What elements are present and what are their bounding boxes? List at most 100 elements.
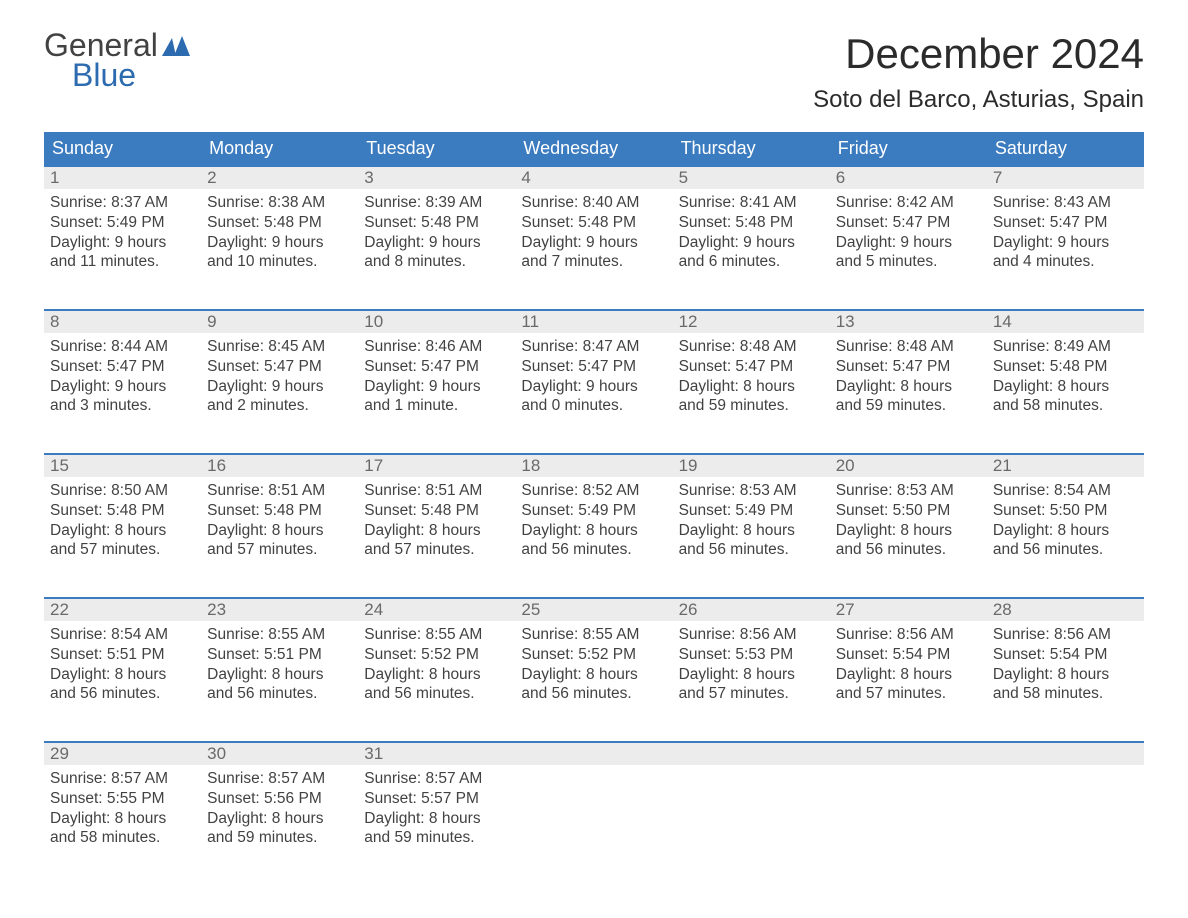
day-number: 25: [515, 599, 672, 621]
daylight-line-1: Daylight: 8 hours: [364, 809, 509, 829]
daylight-line-1: Daylight: 9 hours: [521, 233, 666, 253]
daylight-line-1: Daylight: 9 hours: [364, 377, 509, 397]
day-number: 22: [44, 599, 201, 621]
daylight-line-2: and 2 minutes.: [207, 396, 352, 416]
day-of-week-header: SundayMondayTuesdayWednesdayThursdayFrid…: [44, 132, 1144, 165]
week-row: 29Sunrise: 8:57 AMSunset: 5:55 PMDayligh…: [44, 741, 1144, 871]
day-cell: 27Sunrise: 8:56 AMSunset: 5:54 PMDayligh…: [830, 599, 987, 727]
day-cell: 2Sunrise: 8:38 AMSunset: 5:48 PMDaylight…: [201, 167, 358, 295]
daylight-line-2: and 4 minutes.: [993, 252, 1138, 272]
day-number: .: [673, 743, 830, 765]
location-subtitle: Soto del Barco, Asturias, Spain: [813, 86, 1144, 114]
day-details: Sunrise: 8:44 AMSunset: 5:47 PMDaylight:…: [44, 333, 201, 422]
day-cell: 14Sunrise: 8:49 AMSunset: 5:48 PMDayligh…: [987, 311, 1144, 439]
daylight-line-2: and 1 minute.: [364, 396, 509, 416]
daylight-line-1: Daylight: 8 hours: [836, 665, 981, 685]
sunrise-line: Sunrise: 8:49 AM: [993, 337, 1138, 357]
dow-monday: Monday: [201, 132, 358, 165]
daylight-line-1: Daylight: 9 hours: [50, 233, 195, 253]
sunset-line: Sunset: 5:49 PM: [521, 501, 666, 521]
daylight-line-2: and 57 minutes.: [836, 684, 981, 704]
sunset-line: Sunset: 5:52 PM: [364, 645, 509, 665]
calendar: SundayMondayTuesdayWednesdayThursdayFrid…: [44, 132, 1144, 871]
daylight-line-2: and 57 minutes.: [50, 540, 195, 560]
daylight-line-2: and 56 minutes.: [50, 684, 195, 704]
day-details: Sunrise: 8:48 AMSunset: 5:47 PMDaylight:…: [673, 333, 830, 422]
brand-mark-icon: [162, 30, 190, 50]
day-empty: .: [830, 743, 987, 871]
day-details: Sunrise: 8:56 AMSunset: 5:54 PMDaylight:…: [830, 621, 987, 710]
sunrise-line: Sunrise: 8:54 AM: [993, 481, 1138, 501]
sunrise-line: Sunrise: 8:55 AM: [364, 625, 509, 645]
daylight-line-1: Daylight: 8 hours: [521, 665, 666, 685]
sunrise-line: Sunrise: 8:55 AM: [521, 625, 666, 645]
daylight-line-2: and 56 minutes.: [993, 540, 1138, 560]
sunrise-line: Sunrise: 8:56 AM: [679, 625, 824, 645]
daylight-line-1: Daylight: 8 hours: [50, 809, 195, 829]
sunset-line: Sunset: 5:51 PM: [207, 645, 352, 665]
daylight-line-2: and 57 minutes.: [364, 540, 509, 560]
day-cell: 22Sunrise: 8:54 AMSunset: 5:51 PMDayligh…: [44, 599, 201, 727]
daylight-line-2: and 56 minutes.: [364, 684, 509, 704]
sunrise-line: Sunrise: 8:55 AM: [207, 625, 352, 645]
daylight-line-2: and 0 minutes.: [521, 396, 666, 416]
daylight-line-2: and 11 minutes.: [50, 252, 195, 272]
sunrise-line: Sunrise: 8:56 AM: [836, 625, 981, 645]
day-details: Sunrise: 8:48 AMSunset: 5:47 PMDaylight:…: [830, 333, 987, 422]
day-cell: 28Sunrise: 8:56 AMSunset: 5:54 PMDayligh…: [987, 599, 1144, 727]
sunrise-line: Sunrise: 8:47 AM: [521, 337, 666, 357]
dow-wednesday: Wednesday: [515, 132, 672, 165]
sunrise-line: Sunrise: 8:53 AM: [679, 481, 824, 501]
daylight-line-1: Daylight: 8 hours: [836, 521, 981, 541]
dow-tuesday: Tuesday: [358, 132, 515, 165]
daylight-line-1: Daylight: 8 hours: [679, 665, 824, 685]
day-details: Sunrise: 8:57 AMSunset: 5:55 PMDaylight:…: [44, 765, 201, 854]
sunrise-line: Sunrise: 8:45 AM: [207, 337, 352, 357]
brand-word-1: General: [44, 30, 158, 60]
sunset-line: Sunset: 5:52 PM: [521, 645, 666, 665]
sunset-line: Sunset: 5:51 PM: [50, 645, 195, 665]
sunrise-line: Sunrise: 8:50 AM: [50, 481, 195, 501]
day-details: Sunrise: 8:56 AMSunset: 5:54 PMDaylight:…: [987, 621, 1144, 710]
daylight-line-1: Daylight: 8 hours: [50, 665, 195, 685]
daylight-line-2: and 58 minutes.: [50, 828, 195, 848]
day-details: Sunrise: 8:49 AMSunset: 5:48 PMDaylight:…: [987, 333, 1144, 422]
day-number: 16: [201, 455, 358, 477]
sunrise-line: Sunrise: 8:57 AM: [364, 769, 509, 789]
sunrise-line: Sunrise: 8:40 AM: [521, 193, 666, 213]
day-number: 31: [358, 743, 515, 765]
daylight-line-2: and 56 minutes.: [207, 684, 352, 704]
day-details: Sunrise: 8:55 AMSunset: 5:51 PMDaylight:…: [201, 621, 358, 710]
sunrise-line: Sunrise: 8:42 AM: [836, 193, 981, 213]
day-number: 18: [515, 455, 672, 477]
day-details: Sunrise: 8:43 AMSunset: 5:47 PMDaylight:…: [987, 189, 1144, 278]
sunset-line: Sunset: 5:47 PM: [679, 357, 824, 377]
sunset-line: Sunset: 5:47 PM: [521, 357, 666, 377]
day-details: Sunrise: 8:56 AMSunset: 5:53 PMDaylight:…: [673, 621, 830, 710]
daylight-line-2: and 59 minutes.: [207, 828, 352, 848]
sunset-line: Sunset: 5:47 PM: [993, 213, 1138, 233]
day-details: Sunrise: 8:53 AMSunset: 5:49 PMDaylight:…: [673, 477, 830, 566]
sunset-line: Sunset: 5:57 PM: [364, 789, 509, 809]
day-cell: 30Sunrise: 8:57 AMSunset: 5:56 PMDayligh…: [201, 743, 358, 871]
day-cell: 15Sunrise: 8:50 AMSunset: 5:48 PMDayligh…: [44, 455, 201, 583]
dow-friday: Friday: [830, 132, 987, 165]
day-number: 27: [830, 599, 987, 621]
daylight-line-1: Daylight: 9 hours: [207, 377, 352, 397]
brand-logo: General Blue: [44, 30, 190, 91]
sunrise-line: Sunrise: 8:56 AM: [993, 625, 1138, 645]
day-number: 5: [673, 167, 830, 189]
sunset-line: Sunset: 5:47 PM: [207, 357, 352, 377]
day-details: Sunrise: 8:51 AMSunset: 5:48 PMDaylight:…: [358, 477, 515, 566]
daylight-line-2: and 56 minutes.: [521, 684, 666, 704]
sunset-line: Sunset: 5:49 PM: [679, 501, 824, 521]
sunset-line: Sunset: 5:55 PM: [50, 789, 195, 809]
day-details: Sunrise: 8:41 AMSunset: 5:48 PMDaylight:…: [673, 189, 830, 278]
sunset-line: Sunset: 5:48 PM: [364, 501, 509, 521]
day-number: 3: [358, 167, 515, 189]
day-cell: 23Sunrise: 8:55 AMSunset: 5:51 PMDayligh…: [201, 599, 358, 727]
day-cell: 17Sunrise: 8:51 AMSunset: 5:48 PMDayligh…: [358, 455, 515, 583]
day-cell: 4Sunrise: 8:40 AMSunset: 5:48 PMDaylight…: [515, 167, 672, 295]
day-details: Sunrise: 8:57 AMSunset: 5:57 PMDaylight:…: [358, 765, 515, 854]
day-cell: 26Sunrise: 8:56 AMSunset: 5:53 PMDayligh…: [673, 599, 830, 727]
